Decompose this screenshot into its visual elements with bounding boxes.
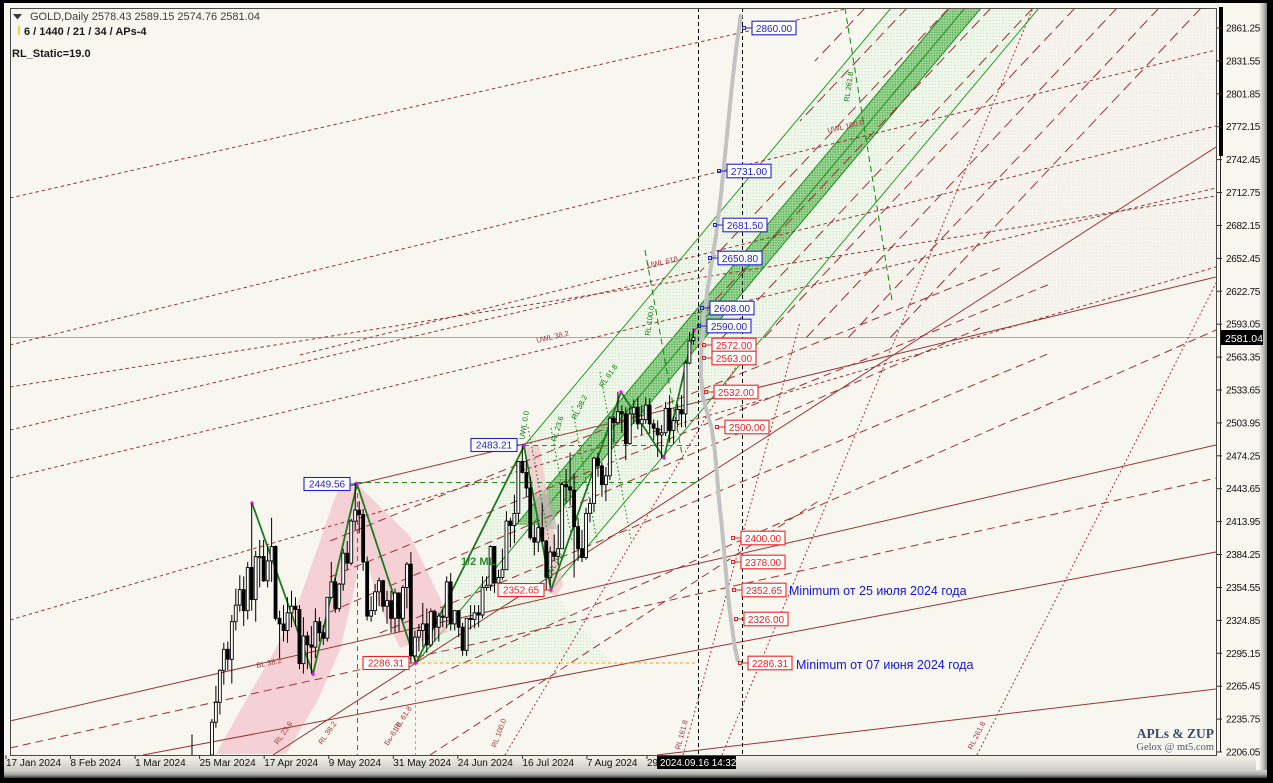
svg-text:2532.00: 2532.00 <box>718 388 755 399</box>
svg-text:2295.15: 2295.15 <box>1226 649 1261 660</box>
svg-text:2563.35: 2563.35 <box>1226 353 1261 364</box>
svg-text:2861.25: 2861.25 <box>1226 24 1261 35</box>
svg-text:2400.00: 2400.00 <box>745 534 782 545</box>
svg-text:2681.50: 2681.50 <box>727 221 764 232</box>
svg-text:2563.00: 2563.00 <box>716 354 753 365</box>
svg-text:2500.00: 2500.00 <box>729 423 766 434</box>
svg-text:Minimum от 25 июля 2024 года: Minimum от 25 июля 2024 года <box>789 584 967 598</box>
svg-text:1/2 ML: 1/2 ML <box>461 556 496 568</box>
svg-text:6 / 1440 / 21 / 34 / APs-4: 6 / 1440 / 21 / 34 / APs-4 <box>24 26 147 38</box>
svg-text:2413.95: 2413.95 <box>1226 517 1261 528</box>
svg-text:GOLD,Daily 2578.43 2589.15 25: GOLD,Daily 2578.43 2589.15 2574.76 2581.… <box>30 11 260 23</box>
svg-text:Gelox @ mt5.com: Gelox @ mt5.com <box>1136 742 1214 753</box>
svg-text:2772.15: 2772.15 <box>1226 122 1261 133</box>
svg-text:2235.75: 2235.75 <box>1226 715 1261 726</box>
svg-text:2384.25: 2384.25 <box>1226 550 1261 561</box>
svg-text:2324.85: 2324.85 <box>1226 616 1261 627</box>
svg-text:2443.65: 2443.65 <box>1226 484 1261 495</box>
svg-text:2742.45: 2742.45 <box>1226 155 1261 166</box>
svg-text:2265.45: 2265.45 <box>1226 682 1261 693</box>
svg-text:2650.80: 2650.80 <box>722 254 759 265</box>
svg-text:2206.05: 2206.05 <box>1226 748 1261 759</box>
svg-text:2572.00: 2572.00 <box>716 341 753 352</box>
svg-text:RL_Static=19.0: RL_Static=19.0 <box>12 48 91 60</box>
svg-text:2608.00: 2608.00 <box>714 304 751 315</box>
svg-text:RL 100.0: RL 100.0 <box>643 305 656 336</box>
svg-text:2682.15: 2682.15 <box>1226 221 1261 232</box>
svg-text:2354.55: 2354.55 <box>1226 583 1261 594</box>
svg-text:2593.05: 2593.05 <box>1226 320 1261 331</box>
svg-text:2286.31: 2286.31 <box>368 659 405 670</box>
svg-text:2622.75: 2622.75 <box>1226 287 1261 298</box>
svg-text:2533.65: 2533.65 <box>1226 386 1261 397</box>
svg-text:2286.31: 2286.31 <box>752 659 789 670</box>
svg-text:2831.55: 2831.55 <box>1226 56 1261 67</box>
svg-text:2590.00: 2590.00 <box>711 322 748 333</box>
svg-text:2712.75: 2712.75 <box>1226 188 1261 199</box>
svg-text:2652.45: 2652.45 <box>1226 254 1261 265</box>
svg-text:2352.65: 2352.65 <box>746 586 783 597</box>
svg-text:24 Jun 2024: 24 Jun 2024 <box>458 758 513 769</box>
svg-text:2731.00: 2731.00 <box>731 167 768 178</box>
svg-text:2474.25: 2474.25 <box>1226 451 1261 462</box>
svg-text:17 Apr 2024: 17 Apr 2024 <box>264 758 318 769</box>
svg-text:Minimum от 07 июня 2024 года: Minimum от 07 июня 2024 года <box>796 658 973 672</box>
svg-text:31 May 2024: 31 May 2024 <box>393 758 451 769</box>
svg-text:2352.65: 2352.65 <box>503 586 540 597</box>
svg-text:16 Jul 2024: 16 Jul 2024 <box>522 758 574 769</box>
svg-text:2326.00: 2326.00 <box>748 615 785 626</box>
svg-text:2449.56: 2449.56 <box>309 480 346 491</box>
svg-text:2801.85: 2801.85 <box>1226 89 1261 100</box>
svg-text:2024.09.16 14:32: 2024.09.16 14:32 <box>660 758 736 769</box>
svg-text:17 Jan 2024: 17 Jan 2024 <box>6 758 61 769</box>
svg-text:2503.95: 2503.95 <box>1226 418 1261 429</box>
svg-text:2860.00: 2860.00 <box>756 24 793 35</box>
svg-text:2483.21: 2483.21 <box>476 441 513 452</box>
svg-text:25 Mar 2024: 25 Mar 2024 <box>200 758 257 769</box>
svg-text:2378.00: 2378.00 <box>745 558 782 569</box>
svg-text:1 Mar 2024: 1 Mar 2024 <box>135 758 186 769</box>
svg-text:8 Feb 2024: 8 Feb 2024 <box>71 758 122 769</box>
svg-text:APLs & ZUP: APLs & ZUP <box>1137 726 1214 741</box>
svg-text:9 May 2024: 9 May 2024 <box>329 758 382 769</box>
svg-text:RL 261.8: RL 261.8 <box>842 71 855 102</box>
svg-text:2581.04: 2581.04 <box>1225 333 1263 345</box>
svg-text:7 Aug 2024: 7 Aug 2024 <box>587 758 638 769</box>
